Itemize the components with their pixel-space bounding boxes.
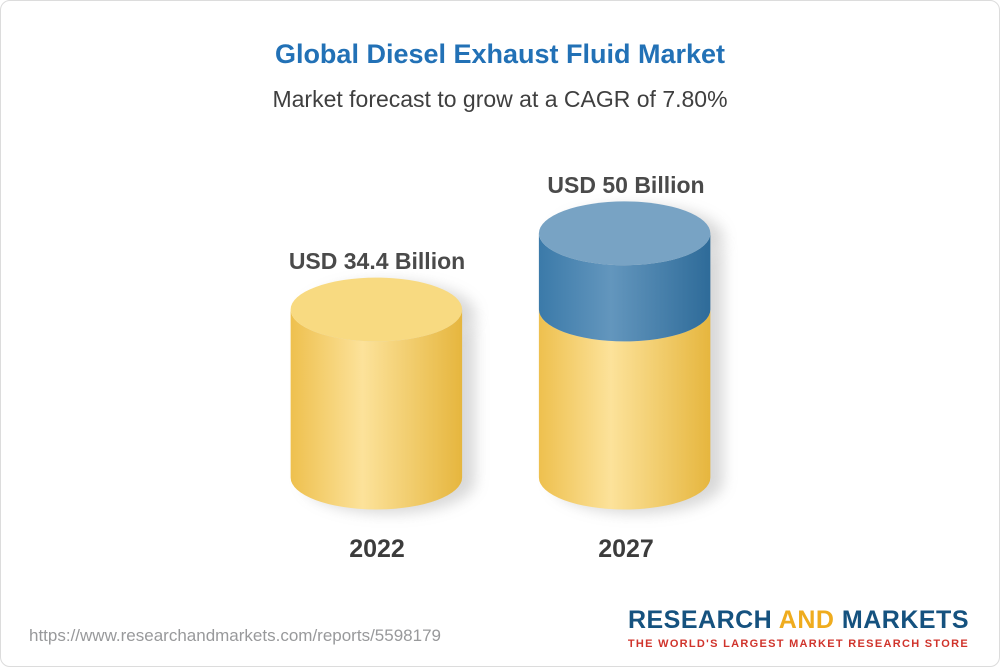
logo-wordmark: RESEARCH AND MARKETS: [628, 606, 969, 635]
logo-tagline: THE WORLD'S LARGEST MARKET RESEARCH STOR…: [627, 638, 969, 650]
category-label-2027: 2027: [598, 535, 654, 563]
source-url[interactable]: https://www.researchandmarkets.com/repor…: [29, 626, 441, 645]
research-and-markets-logo: RESEARCH AND MARKETS THE WORLD'S LARGEST…: [628, 606, 969, 650]
chart-title: Global Diesel Exhaust Fluid Market: [274, 39, 726, 69]
logo-research-text: RESEARCH: [627, 606, 773, 634]
category-label-2022: 2022: [349, 535, 405, 563]
logo-and-text: AND: [778, 606, 835, 634]
chart-subtitle: Market forecast to grow at a CAGR of 7.8…: [272, 86, 728, 112]
value-label-2027: USD 50 Billion: [547, 172, 705, 198]
chart-header: Global Diesel Exhaust Fluid Market Marke…: [1, 39, 999, 113]
value-label-2022: USD 34.4 Billion: [288, 248, 466, 275]
logo-markets-text: MARKETS: [841, 606, 969, 634]
